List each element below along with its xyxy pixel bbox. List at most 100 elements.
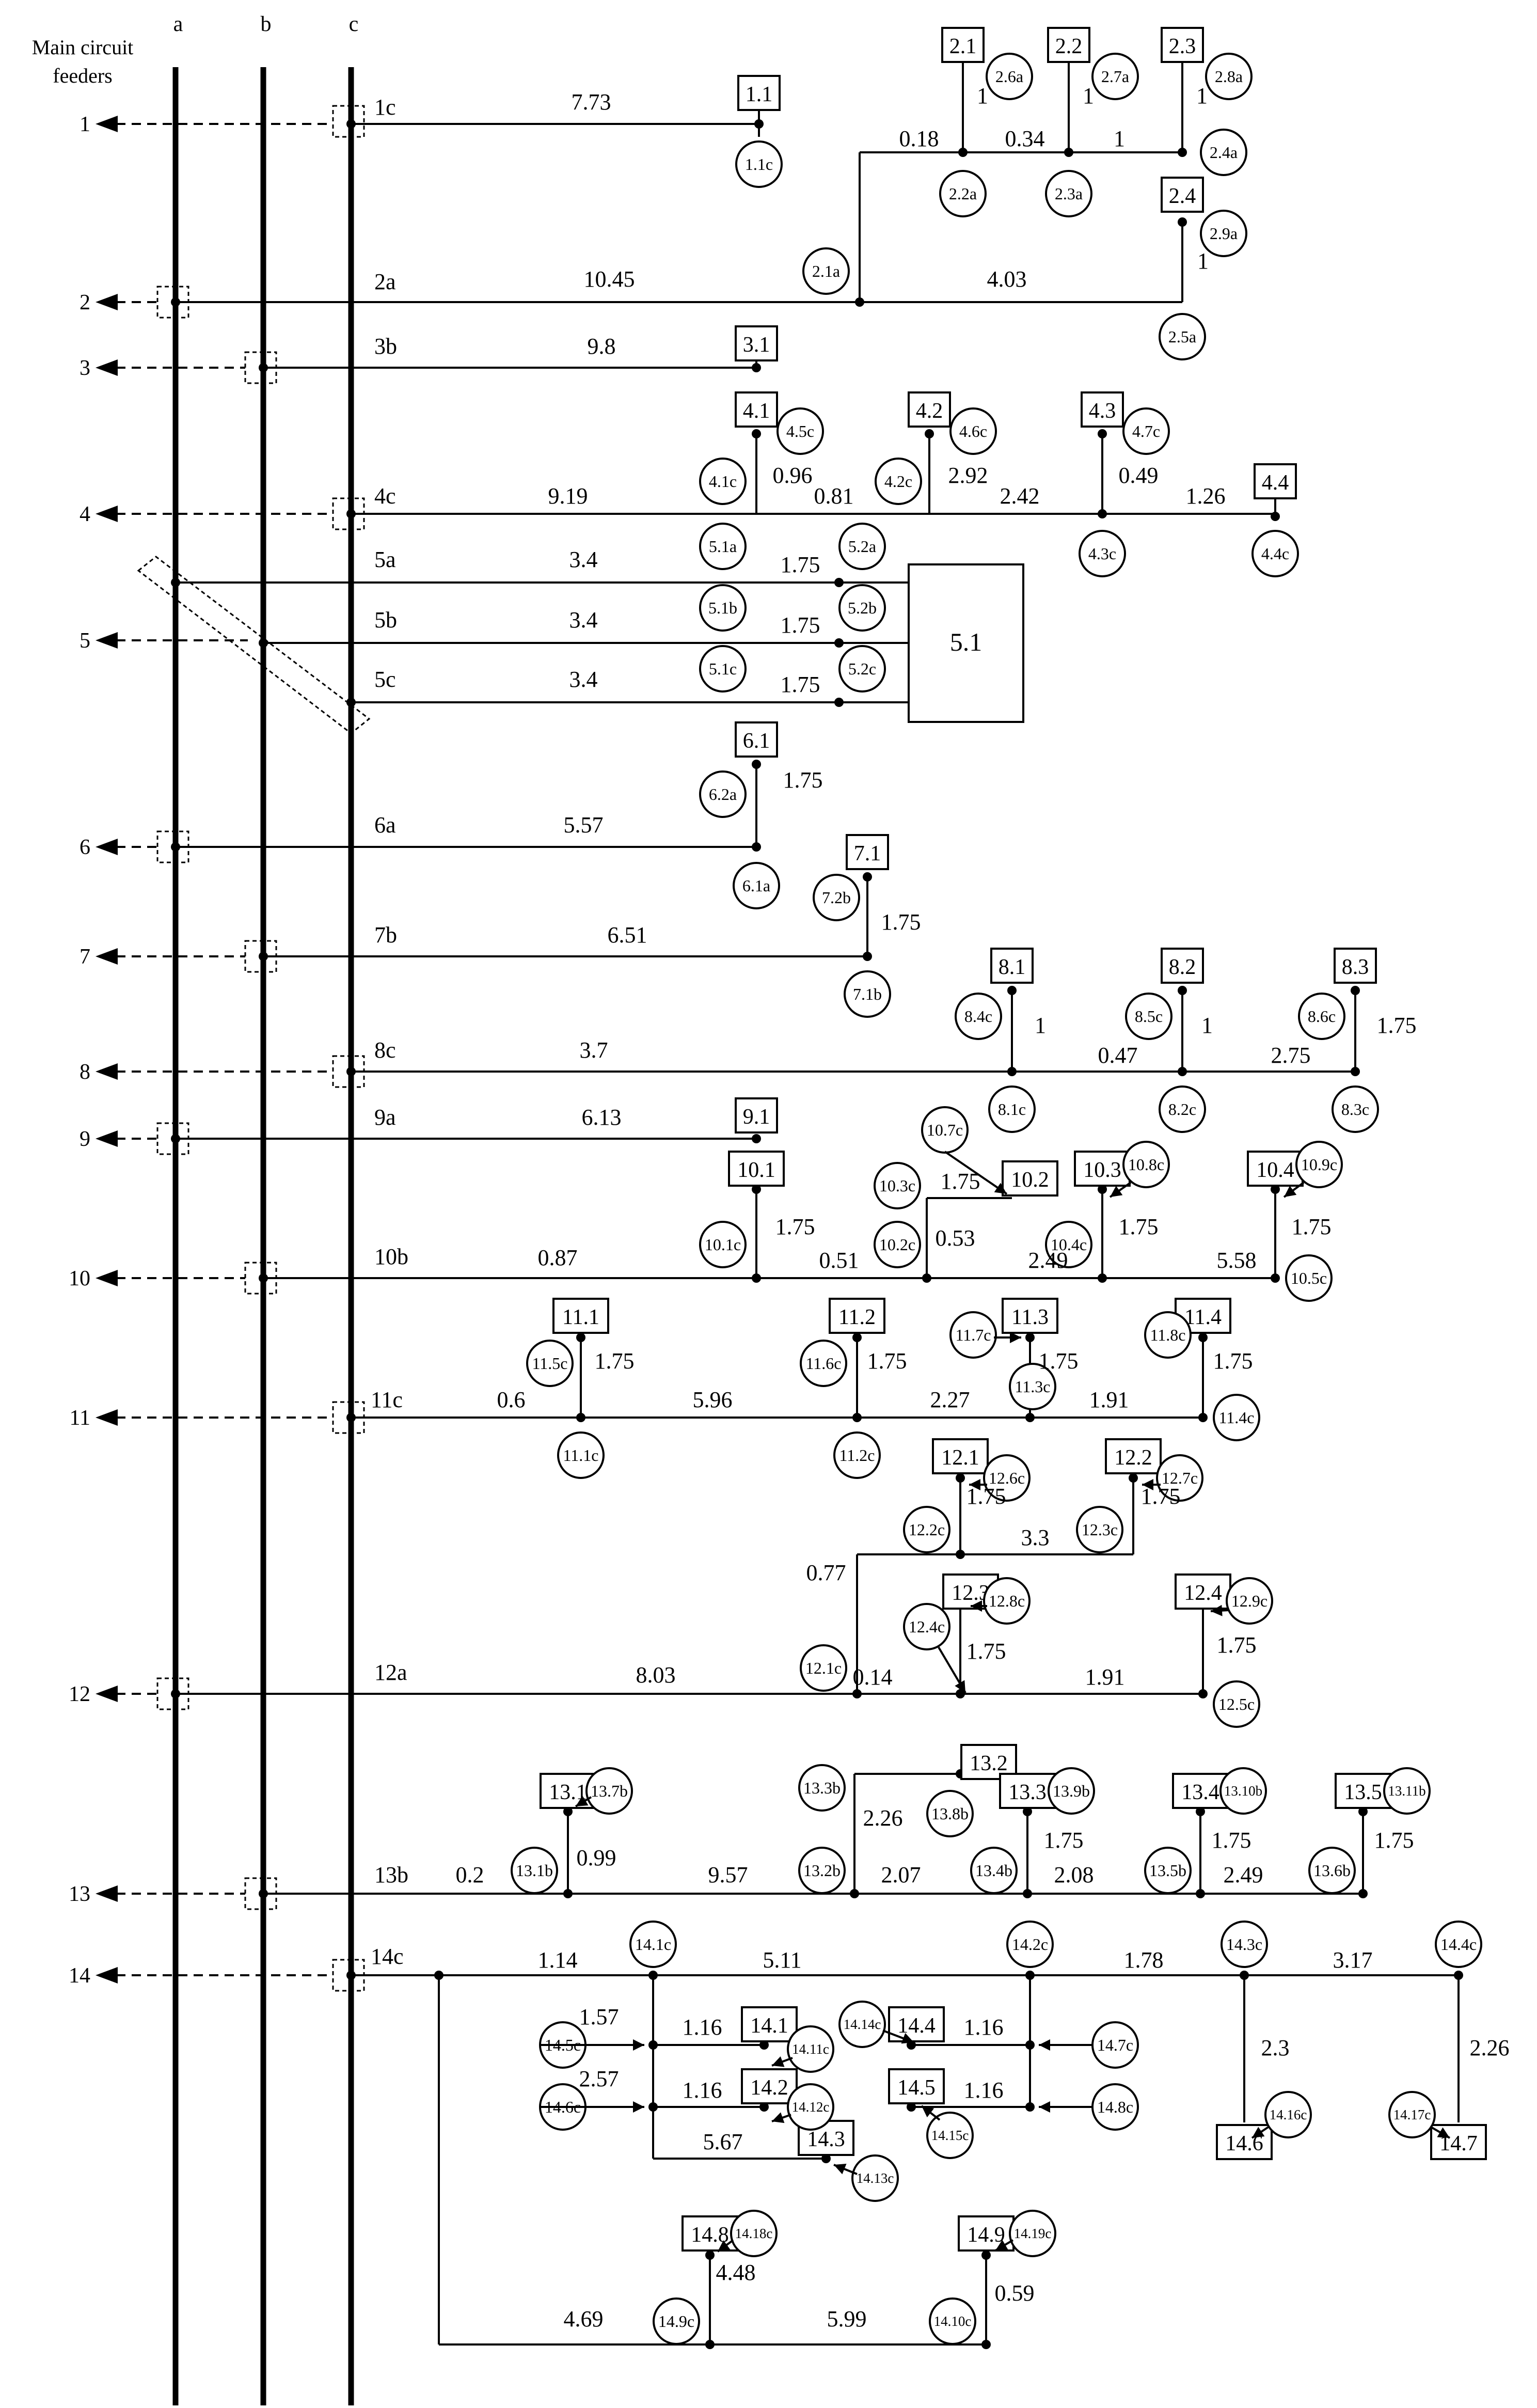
line-length-label: 1.75 — [1374, 1828, 1414, 1853]
branch-label: 12a — [374, 1660, 407, 1685]
load-box-label: 4.3 — [1089, 399, 1116, 423]
load-box — [735, 1097, 778, 1134]
line-length-label: 6.13 — [582, 1105, 622, 1130]
load-box-label: 11.3 — [1011, 1305, 1049, 1329]
line-length-label: 2.26 — [1470, 2035, 1510, 2060]
load-box-label: 3.1 — [743, 333, 770, 357]
node-label: 11.1c — [563, 1446, 598, 1465]
phase-label-b: b — [261, 12, 272, 36]
feeder-number: 8 — [80, 1060, 90, 1084]
node-label: 5.2a — [848, 537, 876, 556]
branch-label: 4c — [374, 483, 396, 509]
pointer-arrowhead — [1211, 1604, 1223, 1616]
node-circle — [1159, 1085, 1206, 1133]
load-box — [908, 391, 951, 428]
load-box — [728, 1151, 785, 1187]
load-box-label: 10.2 — [1011, 1168, 1049, 1192]
node-circle — [699, 584, 747, 632]
pointer-arrowhead — [633, 2101, 644, 2113]
line-length-label: 1.75 — [595, 1348, 635, 1374]
node-circle — [1383, 1767, 1431, 1815]
node-circle — [970, 1847, 1018, 1894]
line-length-label: 0.99 — [577, 1845, 616, 1870]
node-circle — [1295, 1141, 1343, 1188]
node-circle — [733, 862, 780, 909]
line-length-label: 1.75 — [775, 1214, 815, 1239]
node-circle — [851, 2154, 899, 2202]
node-label: 11.8c — [1150, 1326, 1185, 1344]
load-box — [735, 325, 778, 361]
feeder-number: 14 — [69, 1964, 90, 1988]
node-label: 4.4c — [1261, 544, 1289, 563]
node-circle — [511, 1847, 558, 1894]
load-box-label: 12.1 — [941, 1446, 979, 1470]
node-label: 2.9a — [1210, 224, 1238, 243]
node-label: 13.5b — [1149, 1861, 1186, 1880]
load-box-label: 6.1 — [743, 729, 770, 753]
line-length-label: 0.77 — [806, 1560, 846, 1585]
node-label: 13.2b — [803, 1861, 841, 1880]
line-length-label: 1 — [977, 83, 988, 108]
load-box — [1430, 2124, 1487, 2160]
line-length-label: 1.75 — [1044, 1828, 1084, 1853]
node-circle — [802, 247, 850, 295]
line-length-label: 1.75 — [881, 909, 921, 935]
load-box — [1161, 948, 1204, 984]
line-length-label: 0.49 — [1119, 463, 1159, 488]
feeder-number: 11 — [70, 1406, 90, 1430]
branch-label: 1c — [374, 95, 396, 120]
load-box-label: 11.2 — [838, 1305, 876, 1329]
line-length-label: 1.75 — [1217, 1632, 1257, 1658]
node-label: 10.4c — [1051, 1235, 1087, 1254]
node-circle — [903, 1506, 950, 1553]
node-circle — [1122, 1141, 1170, 1188]
load-box — [1247, 1151, 1304, 1187]
line-length-label: 5.67 — [703, 2129, 743, 2154]
node-label: 2.1a — [812, 262, 840, 280]
node-label: 7.1b — [853, 985, 882, 1003]
node-circle — [1200, 129, 1247, 176]
load-box — [1334, 948, 1377, 984]
line-length-label: 9.8 — [588, 334, 616, 359]
line-length-label: 0.96 — [773, 463, 813, 488]
line-length-label: 1.75 — [783, 767, 823, 793]
line-length-label: 5.96 — [693, 1387, 733, 1412]
node-label: 14.3c — [1226, 1935, 1262, 1954]
line-length-label: 1 — [1196, 83, 1208, 108]
node-label: 11.6c — [805, 1354, 841, 1373]
header-title-line2: feeders — [53, 64, 112, 87]
node-circle — [629, 1921, 677, 1968]
line-length-label: 10.45 — [584, 266, 635, 292]
node-label: 11.5c — [532, 1354, 567, 1373]
line-length-label: 0.18 — [899, 126, 939, 151]
load-box — [735, 391, 778, 428]
load-box — [741, 2006, 798, 2042]
node-circle — [1251, 530, 1299, 577]
node-label: 13.9b — [1053, 1782, 1090, 1800]
line-length-label: 1.78 — [1124, 1947, 1164, 1973]
pointer-arrowhead — [1284, 1186, 1297, 1197]
node-circle — [1144, 1847, 1192, 1894]
load-box — [1047, 27, 1090, 63]
node-circle — [988, 1085, 1036, 1133]
node-circle — [955, 993, 1002, 1040]
node-circle — [874, 1162, 921, 1209]
branch-label: 14c — [371, 1944, 404, 1969]
node-circle — [653, 2297, 700, 2345]
load-box — [1081, 391, 1124, 428]
line-length-label: 1.75 — [1217, 1632, 1257, 1658]
line-length-label: 2.92 — [948, 463, 988, 488]
node-label: 13.6b — [1313, 1861, 1351, 1880]
branch-label: 9a — [374, 1105, 396, 1130]
node-circle — [1079, 530, 1126, 577]
branch-label: 13b — [374, 1862, 408, 1887]
node-circle — [875, 458, 922, 505]
pointer-arrowhead — [718, 2240, 731, 2252]
load-box — [888, 2068, 945, 2104]
line-length-label: 1.91 — [1089, 1387, 1129, 1412]
node-label: 14.13c — [857, 2170, 894, 2186]
line-length-label: 2.27 — [930, 1387, 970, 1412]
node-label: 8.5c — [1135, 1007, 1163, 1026]
line-length-label: 6.51 — [608, 922, 647, 948]
node-circle — [813, 874, 860, 921]
